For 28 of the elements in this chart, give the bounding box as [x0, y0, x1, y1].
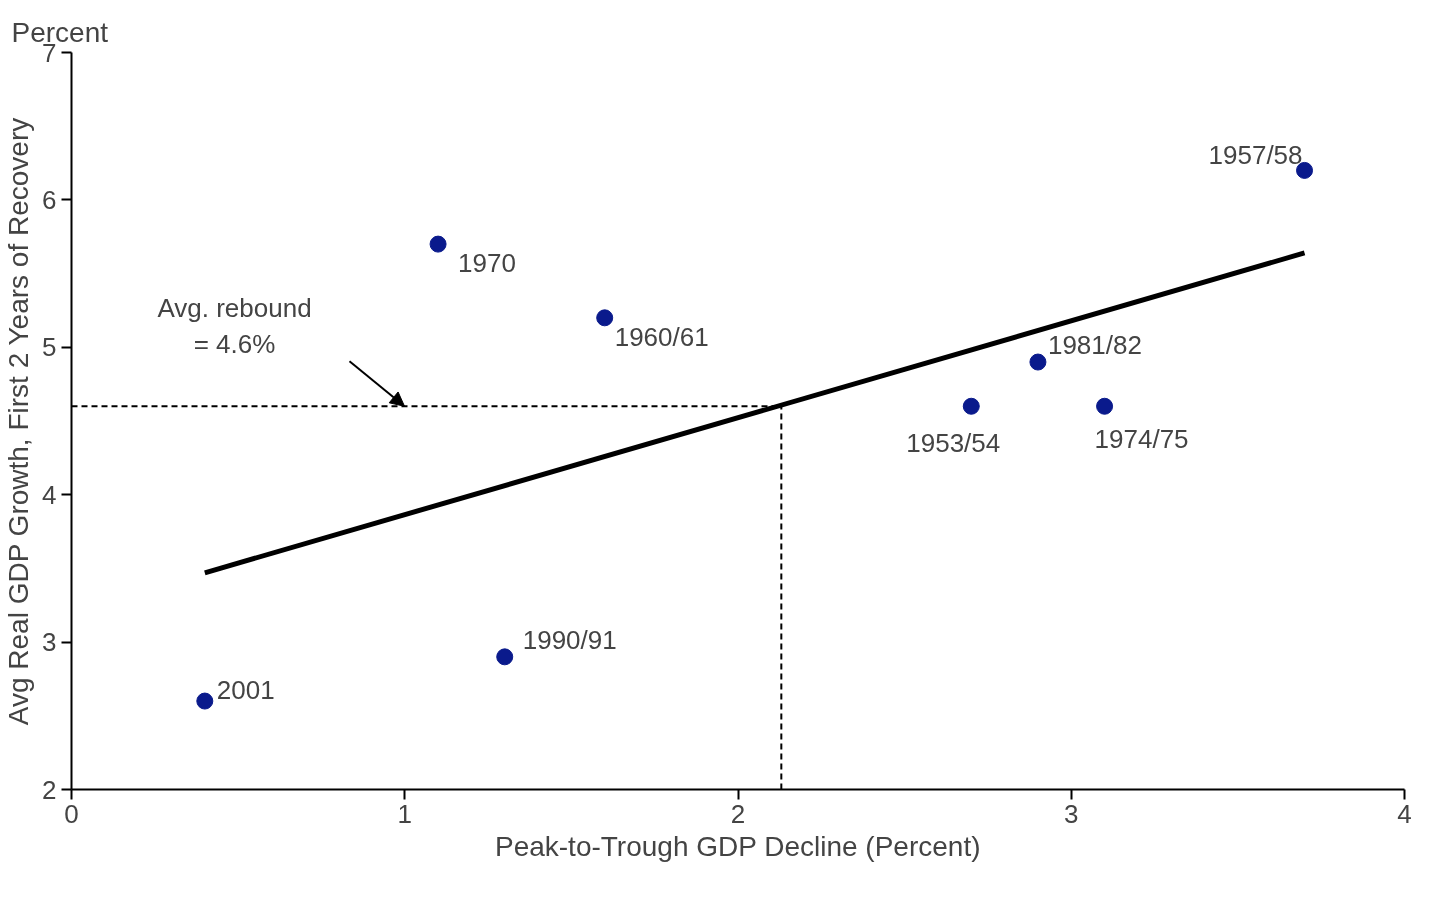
point	[196, 692, 214, 710]
x-tick-label: 4	[1397, 798, 1412, 829]
point	[1096, 397, 1114, 415]
point	[496, 648, 514, 666]
annotation: 1981/82	[1047, 330, 1142, 361]
y-axis-title: Avg Real GDP Growth, First 2 Years of Recovery	[3, 117, 35, 726]
y-tick-label: 5	[42, 332, 57, 363]
annotation: 1990/91	[522, 624, 617, 655]
point	[596, 309, 614, 327]
annotation: Avg. rebound = 4.6%	[157, 293, 312, 360]
point	[1029, 353, 1047, 371]
y-tick-label: 6	[42, 184, 57, 215]
x-tick-label: 1	[397, 798, 412, 829]
annotation: 2001	[216, 675, 275, 706]
x-axis-title: Peak-to-Trough GDP Decline (Percent)	[494, 830, 981, 862]
annotation: 1960/61	[614, 321, 709, 352]
x-tick-label: 3	[1064, 798, 1079, 829]
y-tick-label: 3	[42, 627, 57, 658]
annotation: 1957/58	[1208, 140, 1303, 171]
annotation: 1974/75	[1094, 424, 1189, 455]
y-tick-label: 4	[42, 479, 57, 510]
annotation: 1953/54	[906, 428, 1001, 459]
x-tick-label: 0	[64, 798, 79, 829]
point	[429, 235, 447, 253]
x-tick-label: 2	[730, 798, 746, 829]
y-tick-label: 2	[42, 774, 57, 805]
annotation: 1970	[458, 248, 516, 279]
point	[962, 397, 980, 415]
